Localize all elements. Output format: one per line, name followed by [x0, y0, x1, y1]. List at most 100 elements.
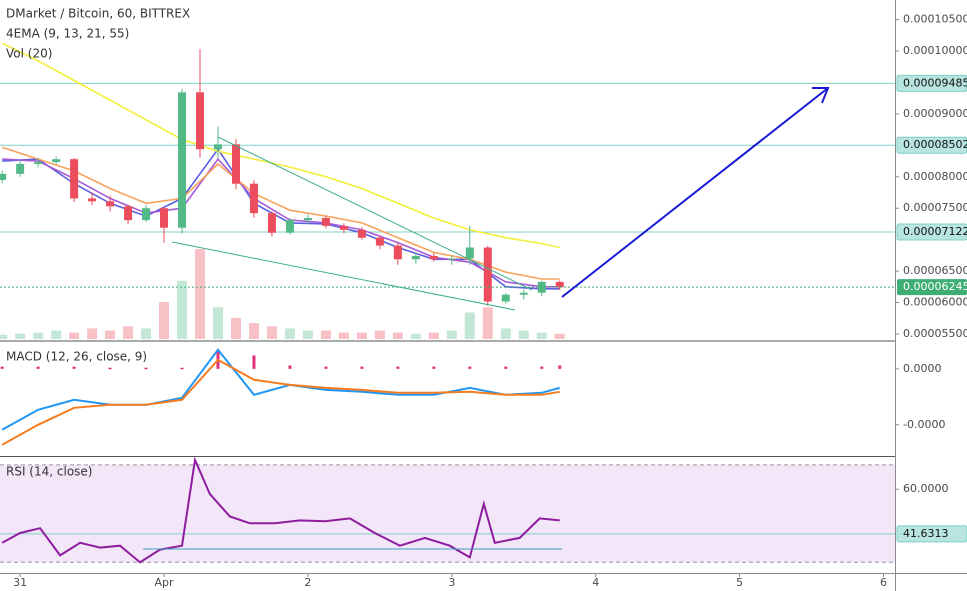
indicator-label: Vol (20) — [6, 47, 52, 61]
arrow-head — [812, 87, 830, 104]
x-tick-label: 4 — [592, 576, 599, 589]
candle-body — [321, 218, 330, 226]
candle-body — [429, 256, 438, 260]
volume-bar — [410, 333, 421, 339]
volume-bar — [356, 332, 367, 339]
level-label: 41.6313 — [903, 527, 949, 540]
y-tick-label: 0.0000 — [903, 362, 942, 375]
y-tick-label: 0.00010500 — [903, 13, 967, 26]
y-tick-label: 0.00006500 — [903, 264, 967, 277]
candle-body — [501, 294, 510, 302]
level-label: 0.00007122 — [903, 225, 967, 238]
histogram-bar — [540, 366, 544, 369]
indicator-line — [1, 358, 560, 446]
volume-bar — [536, 332, 547, 339]
candle-body — [483, 247, 492, 302]
x-tick-label: 3 — [448, 576, 455, 589]
volume-bar — [105, 330, 116, 339]
histogram-bar — [252, 355, 256, 369]
volume-bar — [428, 332, 439, 339]
volume-bar — [212, 307, 223, 339]
candle-body — [357, 229, 366, 238]
candle-body — [393, 245, 402, 260]
plot-layers: 0.00010500 0.00010000 0.00009000 0.00008000… — [0, 13, 967, 589]
indicator-label: MACD (12, 26, close, 9) — [6, 350, 147, 364]
arrow — [561, 87, 829, 298]
volume-bar — [33, 332, 44, 339]
candle-body — [447, 258, 456, 260]
x-tick-label: 6 — [880, 576, 887, 589]
y-tick-label: 0.00009000 — [903, 107, 967, 120]
histogram-bar — [504, 366, 508, 369]
volume-bar — [284, 328, 295, 339]
volume-bar — [195, 249, 206, 339]
volume-bar — [392, 332, 403, 339]
histogram-bar — [36, 366, 40, 369]
indicator-line — [1, 456, 560, 564]
volume-bar — [500, 328, 511, 339]
level-label: 0.00008502 — [903, 138, 967, 151]
candle-body — [411, 256, 420, 260]
volume-bar — [177, 280, 188, 339]
volume-bar — [554, 333, 565, 339]
volume-bar — [320, 330, 331, 339]
level-tag — [896, 74, 967, 92]
y-tick-label: 60.0000 — [903, 482, 949, 495]
candle-body — [70, 159, 79, 199]
candle-body — [231, 144, 240, 184]
level-tag — [896, 136, 967, 154]
level-tag — [896, 223, 967, 241]
histogram-bar — [180, 367, 184, 370]
volume-bar — [248, 323, 259, 339]
volume-bar — [464, 312, 475, 339]
candle-body — [285, 220, 294, 233]
histogram-bar — [360, 366, 364, 369]
histogram-bar — [432, 366, 436, 369]
volume-bar — [123, 326, 134, 339]
indicator-label: 4EMA (9, 13, 21, 55) — [6, 27, 129, 41]
candle-body — [267, 213, 276, 233]
candle-body — [16, 164, 25, 174]
candle-body — [178, 92, 187, 228]
rsi-band — [0, 464, 895, 563]
last-price-label: 0.00006245 — [903, 280, 967, 293]
y-tick-label: 0.00010000 — [903, 44, 967, 57]
volume-bar — [446, 330, 457, 339]
chart-title: DMarket / Bitcoin, 60, BITTREX — [6, 7, 190, 21]
candle-body — [142, 208, 151, 221]
ema-line — [1, 146, 560, 280]
volume-bar — [338, 332, 349, 339]
candle-body — [34, 162, 43, 165]
candle-body — [196, 92, 205, 150]
candle-body — [303, 218, 312, 221]
candle-body — [88, 198, 97, 202]
x-tick-label: 5 — [736, 576, 743, 589]
indicator-label: RSI (14, close) — [6, 465, 92, 479]
candle-body — [375, 237, 384, 246]
histogram-bar — [288, 365, 292, 369]
y-tick-label: 0.00007500 — [903, 201, 967, 214]
volume-bar — [159, 301, 170, 339]
y-tick-label: 0.00008000 — [903, 170, 967, 183]
volume-bar — [518, 330, 529, 339]
x-tick-label: 2 — [304, 576, 311, 589]
histogram-bar — [468, 366, 472, 369]
volume-bar — [230, 317, 241, 339]
candle-body — [0, 173, 7, 180]
volume-bar — [302, 330, 313, 339]
x-tick-label: Apr — [155, 576, 175, 589]
histogram-bar — [0, 366, 4, 369]
candle-body — [213, 144, 222, 150]
volume-bar — [69, 332, 80, 339]
candle-body — [249, 183, 258, 214]
histogram-bar — [396, 366, 400, 369]
histogram-bar — [144, 367, 148, 370]
histogram-bar — [72, 366, 76, 369]
candle-body — [52, 159, 61, 163]
trend-line — [171, 241, 516, 311]
volume-bar — [374, 330, 385, 339]
candle-body — [339, 225, 348, 230]
volume-bar — [15, 333, 26, 339]
histogram-bar — [558, 365, 562, 369]
y-tick-label: 0.00006000 — [903, 296, 967, 309]
